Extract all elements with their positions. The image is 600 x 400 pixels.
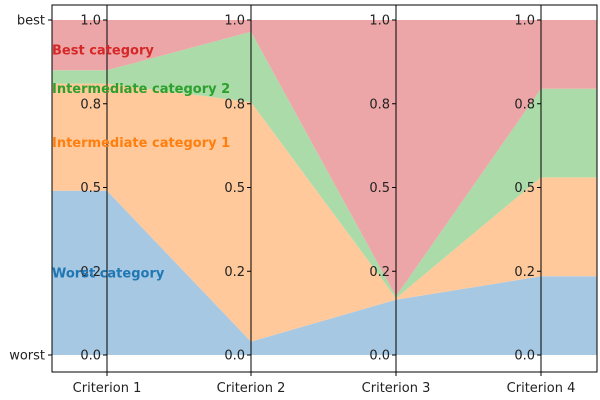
y-label-worst: worst xyxy=(9,349,45,364)
axis-tick-label: 0.8 xyxy=(224,97,245,112)
axis-tick-label: 0.5 xyxy=(369,181,390,196)
axis-tick-label: 0.5 xyxy=(514,181,535,196)
category-label-intermediate-category-2: Intermediate category 2 xyxy=(52,82,230,97)
axis-tick-label: 0.0 xyxy=(369,349,390,364)
plot-frame xyxy=(51,4,598,373)
area-intermediate-category-1 xyxy=(52,83,597,342)
y-label-best: best xyxy=(17,14,45,29)
axis-tick-label: 0.2 xyxy=(80,265,101,280)
axis-tick-label: 1.0 xyxy=(369,14,390,29)
axis-tick-label: 0.2 xyxy=(514,265,535,280)
x-tick-label-criterion-2: Criterion 2 xyxy=(217,381,286,396)
axis-tick-label: 0.5 xyxy=(80,181,101,196)
area-worst-category xyxy=(52,190,597,355)
area-intermediate-category-2 xyxy=(52,31,597,299)
x-tick-label-criterion-1: Criterion 1 xyxy=(73,381,142,396)
axis-tick-label: 0.5 xyxy=(224,181,245,196)
x-tick-label-criterion-4: Criterion 4 xyxy=(507,381,576,396)
category-label-worst-category: Worst category xyxy=(52,266,165,281)
category-label-best-category: Best category xyxy=(52,44,154,59)
axis-tick-label: 0.8 xyxy=(80,97,101,112)
axis-tick-label: 0.8 xyxy=(369,97,390,112)
axis-tick-label: 0.2 xyxy=(369,265,390,280)
axis-tick-label: 1.0 xyxy=(514,14,535,29)
area-best-category xyxy=(52,20,597,297)
axis-tick-label: 0.8 xyxy=(514,97,535,112)
axis-tick-label: 0.0 xyxy=(514,349,535,364)
axis-tick-label: 0.2 xyxy=(224,265,245,280)
axis-tick-label: 0.0 xyxy=(80,349,101,364)
axis-tick-label: 1.0 xyxy=(224,14,245,29)
x-tick-label-criterion-3: Criterion 3 xyxy=(362,381,431,396)
axis-tick-label: 0.0 xyxy=(224,349,245,364)
category-label-intermediate-category-1: Intermediate category 1 xyxy=(52,136,230,151)
axis-tick-label: 1.0 xyxy=(80,14,101,29)
